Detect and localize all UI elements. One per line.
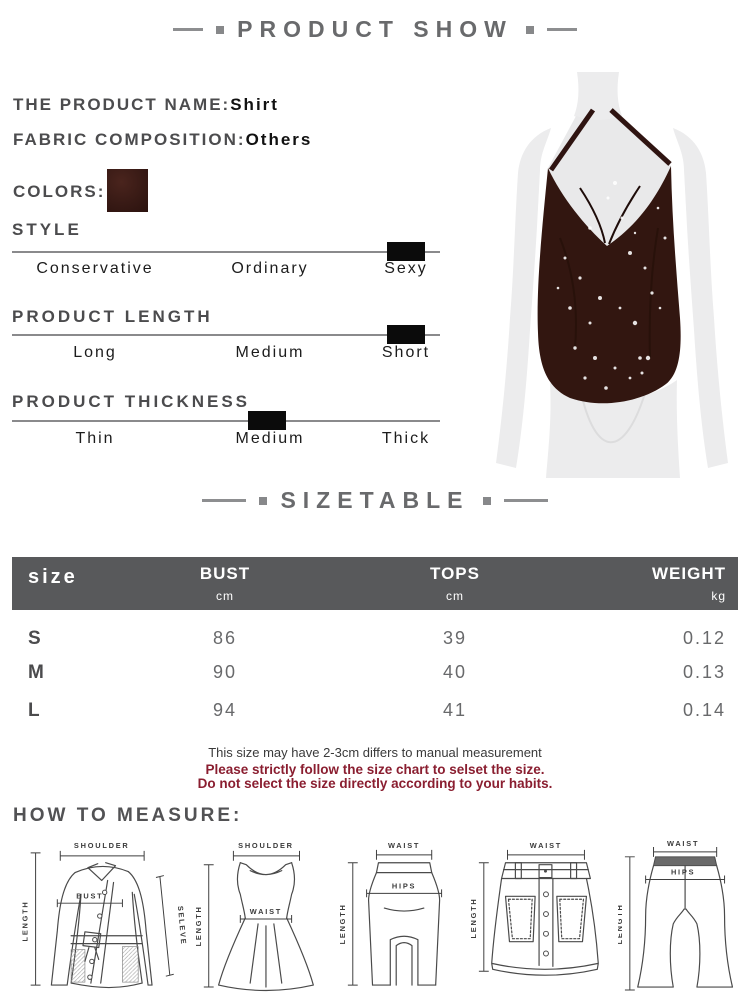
sizetable-square-right bbox=[482, 496, 491, 505]
attribute-style: STYLE Conservative Ordinary Sexy bbox=[12, 220, 442, 277]
style-title: STYLE bbox=[12, 220, 82, 239]
size-table-header-row: size BUST TOPS WEIGHT cm cm kg bbox=[12, 557, 738, 610]
product-name-value: Shirt bbox=[230, 95, 279, 114]
header-dash-left bbox=[173, 28, 204, 31]
skirt-length-label: LENGTH bbox=[337, 903, 346, 944]
sizetable-square-left bbox=[259, 496, 268, 505]
jacket-length-label: LENGTH bbox=[21, 900, 30, 941]
product-show-header: PRODUCT SHOW bbox=[0, 16, 750, 43]
sizetable-title: SIZETABLE bbox=[280, 487, 470, 513]
fabric-value: Others bbox=[245, 130, 313, 149]
size-warning-1: Please strictly follow the size chart to… bbox=[205, 762, 545, 777]
weight-cell: 0.13 bbox=[682, 662, 726, 682]
attribute-length: PRODUCT LENGTH Long Medium Short bbox=[12, 307, 442, 361]
measurement-note: This size may have 2-3cm differs to manu… bbox=[208, 745, 542, 760]
selected-marker-style bbox=[387, 242, 425, 261]
dress-length-label: LENGTH bbox=[193, 905, 202, 946]
size-cell: M bbox=[28, 662, 46, 683]
colors-line: COLORS: bbox=[13, 182, 105, 202]
jacket-measure-diagram: SHOULDER LENGTH BUST bbox=[21, 841, 188, 989]
header-dash-right bbox=[546, 28, 577, 31]
style-scale-line bbox=[12, 251, 440, 253]
how-to-measure-title: HOW TO MEASURE: bbox=[13, 805, 243, 826]
product-name-label: THE PRODUCT NAME: bbox=[13, 95, 231, 114]
thickness-scale-line bbox=[12, 420, 440, 422]
product-name-line: THE PRODUCT NAME:Shirt bbox=[13, 95, 279, 115]
page-title: PRODUCT SHOW bbox=[237, 16, 513, 42]
header-square-right bbox=[525, 25, 534, 34]
thickness-option-thick: Thick bbox=[381, 430, 431, 447]
bust-cell: 94 bbox=[212, 700, 238, 720]
selected-marker-thickness bbox=[248, 411, 286, 430]
table-row-l: L 94 41 0.14 bbox=[12, 700, 738, 726]
sizetable-dash-right bbox=[503, 499, 548, 502]
skirt-waist-label: WAIST bbox=[387, 841, 419, 850]
weight-column-header: WEIGHT bbox=[652, 564, 726, 583]
pants-measure-diagram: WAIST LENGTH HIPS bbox=[618, 839, 733, 991]
style-option-sexy: Sexy bbox=[384, 260, 428, 277]
size-cell: S bbox=[28, 628, 43, 649]
jacket-sleeve-label: SELEVE bbox=[176, 905, 188, 945]
measure-diagrams: SHOULDER LENGTH BUST bbox=[6, 836, 746, 998]
length-option-medium: Medium bbox=[235, 344, 305, 361]
jacket-bust-label: BUST bbox=[76, 891, 103, 900]
dress-shoulder-label: SHOULDER bbox=[238, 841, 294, 850]
sizetable-header: SIZETABLE bbox=[0, 487, 750, 514]
bust-unit: cm bbox=[216, 589, 234, 603]
color-swatch bbox=[107, 169, 148, 212]
mini-skirt-length-label: LENGTH bbox=[470, 897, 478, 938]
weight-cell: 0.12 bbox=[682, 628, 726, 648]
mini-skirt-waist-label: WAIST bbox=[530, 841, 562, 850]
tops-column-header: TOPS bbox=[430, 564, 480, 583]
header-square-left bbox=[216, 25, 225, 34]
thickness-title: PRODUCT THICKNESS bbox=[12, 392, 251, 411]
pencil-skirt-measure-diagram: WAIST LENGTH HIPS bbox=[337, 841, 442, 986]
dress-waist-label: WAIST bbox=[249, 907, 281, 916]
skirt-hips-label: HIPS bbox=[391, 881, 415, 890]
thickness-option-thin: Thin bbox=[75, 430, 115, 447]
weight-unit: kg bbox=[711, 589, 726, 603]
thickness-option-medium: Medium bbox=[235, 430, 305, 447]
table-row-m: M 90 40 0.13 bbox=[12, 662, 738, 688]
dress-measure-diagram: SHOULDER LENGTH WAIST bbox=[193, 841, 314, 992]
style-option-ordinary: Ordinary bbox=[231, 260, 309, 277]
length-option-short: Short bbox=[381, 344, 431, 361]
size-cell: L bbox=[28, 700, 42, 721]
attribute-thickness: PRODUCT THICKNESS Thin Medium Thick bbox=[12, 392, 442, 447]
tops-cell: 40 bbox=[442, 662, 468, 682]
weight-cell: 0.14 bbox=[682, 700, 726, 720]
selected-marker-length bbox=[387, 325, 425, 344]
length-scale-line bbox=[12, 334, 440, 336]
bust-cell: 86 bbox=[212, 628, 238, 648]
length-title: PRODUCT LENGTH bbox=[12, 307, 213, 326]
colors-label: COLORS: bbox=[13, 182, 106, 201]
pants-hips-label: HIPS bbox=[671, 868, 695, 877]
mini-skirt-measure-diagram: WAIST LENGTH bbox=[470, 841, 599, 976]
pants-length-label: LENGTH bbox=[618, 903, 624, 944]
fabric-line: FABRIC COMPOSITION:Others bbox=[13, 130, 312, 150]
product-photo bbox=[430, 58, 750, 478]
bust-column-header: BUST bbox=[199, 564, 251, 583]
tops-unit: cm bbox=[446, 589, 464, 603]
tops-cell: 41 bbox=[442, 700, 468, 720]
mannequin-sequin-top-image bbox=[496, 72, 728, 478]
tops-cell: 39 bbox=[442, 628, 468, 648]
jacket-shoulder-label: SHOULDER bbox=[74, 841, 130, 850]
pants-waist-label: WAIST bbox=[667, 839, 699, 848]
size-warning-2: Do not select the size directly accordin… bbox=[197, 776, 553, 791]
fabric-label: FABRIC COMPOSITION: bbox=[13, 130, 246, 149]
table-row-s: S 86 39 0.12 bbox=[12, 628, 738, 654]
length-option-long: Long bbox=[73, 344, 117, 361]
style-option-conservative: Conservative bbox=[36, 260, 154, 277]
size-column-header: size bbox=[28, 566, 78, 588]
bust-cell: 90 bbox=[212, 662, 238, 682]
sizetable-dash-left bbox=[202, 499, 247, 502]
